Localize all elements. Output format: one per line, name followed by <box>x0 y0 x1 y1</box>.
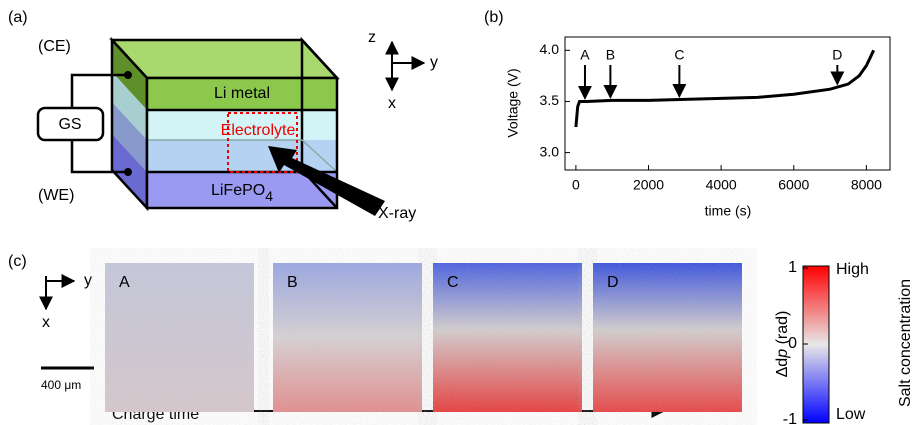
y-tick-label: 4.0 <box>540 41 560 57</box>
text: (rad) <box>774 311 791 349</box>
cell-side <box>112 72 147 140</box>
image-label: B <box>287 274 298 291</box>
colorbar-tick-label: 0 <box>788 335 797 352</box>
y-axis-title: Voltage (V) <box>505 68 521 137</box>
panel-label: (a) <box>8 9 28 26</box>
y-tick-label: 3.5 <box>540 92 560 108</box>
text: p <box>774 349 791 359</box>
image-label: C <box>447 274 459 291</box>
colorbar-tick-label: -1 <box>783 411 797 425</box>
layer-label: LiFePO4 <box>211 182 273 203</box>
panel-c: (c) y x 400 μm Charge time Δdp (rad) Hig… <box>8 253 914 425</box>
colorbar-note: Low <box>836 406 866 423</box>
annotation-label: B <box>606 47 615 63</box>
gs-label: GS <box>58 116 81 133</box>
colorbar-tick-label: 1 <box>788 259 797 276</box>
lfp-layer <box>147 172 337 208</box>
contact <box>124 168 132 176</box>
x-tick-label: 8000 <box>851 177 882 193</box>
panel-b: (b) time (s) Voltage (V) 0 2000 4000 6000 80… <box>484 9 891 219</box>
image-label: D <box>607 274 619 291</box>
annotation-label: A <box>580 47 590 63</box>
li-layer <box>147 78 337 110</box>
subscript: 4 <box>265 188 273 204</box>
wire <box>70 140 128 174</box>
cell-edge <box>147 139 338 173</box>
y-tick-label: 3.0 <box>540 143 560 159</box>
annotation-label: D <box>832 47 842 63</box>
gs-box <box>36 106 105 142</box>
scale-label: 400 μm <box>41 378 81 392</box>
axis-letter: x <box>42 314 50 331</box>
image-label: A <box>119 274 130 291</box>
colorbar-label: Δdp (rad) <box>774 311 791 378</box>
image-noise <box>593 263 742 412</box>
x-axis-title: time (s) <box>705 203 752 219</box>
layer-label: Electrolyte <box>221 122 296 139</box>
x-tick-label: 2000 <box>633 177 664 193</box>
wire <box>70 73 128 108</box>
panel-a: (a) Li metal Electrolyte LiFePO4 GS (CE)… <box>8 9 438 222</box>
text: LiFePO <box>211 182 265 199</box>
image-noise <box>105 263 254 412</box>
image-noise <box>433 263 582 412</box>
plot-frame <box>564 36 891 171</box>
axis-letter: y <box>84 272 92 289</box>
electrode-label: (WE) <box>38 187 74 204</box>
roi <box>227 112 298 173</box>
line <box>574 49 876 128</box>
cell-front <box>145 76 339 210</box>
colorbar-note: High <box>836 261 869 278</box>
panel-label: (b) <box>484 9 504 26</box>
x-tick-label: 0 <box>572 177 580 193</box>
annotation-label: C <box>674 47 684 63</box>
cell-side <box>112 102 147 172</box>
cell-edge <box>300 36 338 209</box>
panel-label: (c) <box>8 253 27 270</box>
axis-letter: z <box>368 29 376 46</box>
colorbar-quantity: Salt concentration <box>897 279 914 407</box>
axis-letter: y <box>430 54 438 71</box>
xray-label: X-ray <box>378 205 416 222</box>
image-noise <box>273 263 422 412</box>
x-tick-label: 4000 <box>706 177 737 193</box>
text: Δd <box>774 358 791 378</box>
layer-label: Li metal <box>214 85 270 102</box>
electrolyte-layer <box>147 110 337 140</box>
electrode-label: (CE) <box>38 38 71 55</box>
xray-arrow <box>268 146 385 216</box>
x-tick-label: 6000 <box>778 177 809 193</box>
contact <box>124 71 132 79</box>
axis-letter: x <box>388 95 396 112</box>
